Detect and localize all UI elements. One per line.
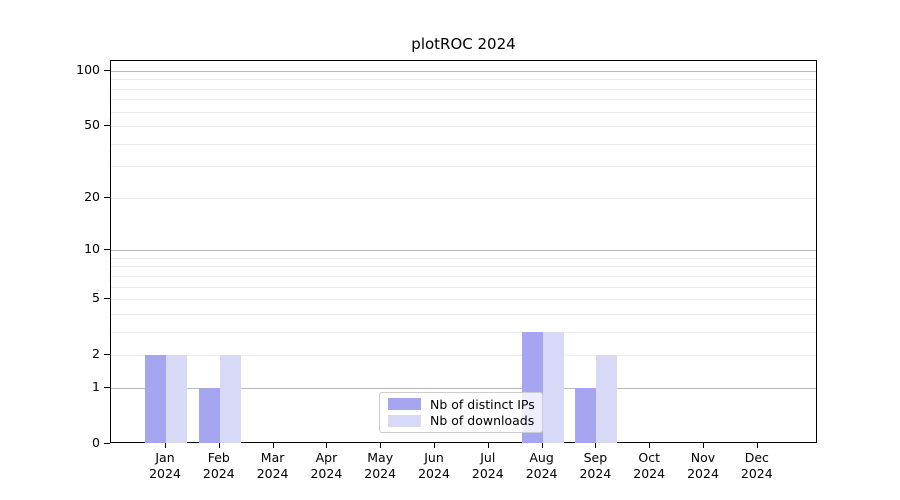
- legend-label-downloads: Nb of downloads: [430, 413, 535, 429]
- minor-gridline: [111, 88, 816, 90]
- x-tick: [487, 443, 489, 448]
- x-tick: [756, 443, 758, 448]
- x-tick-label: Dec 2024: [740, 450, 773, 481]
- x-tick: [218, 443, 220, 448]
- minor-gridline: [111, 355, 816, 357]
- x-tick: [703, 443, 704, 448]
- minor-gridline: [111, 257, 816, 259]
- y-tick: [104, 69, 110, 71]
- chart-title: plotROC 2024: [411, 35, 516, 53]
- minor-gridline: [111, 99, 816, 101]
- minor-gridline: [111, 313, 816, 315]
- major-gridline: [111, 70, 816, 72]
- legend-swatch-distinct-ips-icon: [388, 398, 421, 411]
- y-tick: [104, 196, 110, 198]
- y-tick-label: 5: [92, 290, 100, 306]
- bar-distinct-ips: [198, 387, 220, 443]
- legend-item-distinct-ips: Nb of distinct IPs: [388, 396, 535, 412]
- plot-area: [110, 60, 817, 443]
- y-tick: [104, 354, 110, 356]
- x-tick: [165, 443, 166, 448]
- y-tick: [104, 125, 110, 127]
- minor-gridline: [111, 126, 816, 128]
- y-tick-label: 20: [84, 188, 100, 204]
- x-tick-label: Aug 2024: [525, 450, 558, 481]
- y-tick-label: 50: [84, 117, 100, 133]
- y-tick-label: 0: [92, 435, 100, 450]
- legend: Nb of distinct IPs Nb of downloads: [379, 392, 543, 433]
- minor-gridline: [111, 299, 816, 301]
- x-tick-label: May 2024: [364, 450, 397, 481]
- x-tick-label: Oct 2024: [633, 450, 666, 481]
- minor-gridline: [111, 286, 816, 288]
- legend-item-downloads: Nb of downloads: [388, 413, 534, 428]
- y-tick-label: 2: [92, 346, 100, 362]
- x-tick: [380, 443, 382, 448]
- x-tick-label: Jun 2024: [418, 450, 450, 481]
- legend-swatch-downloads-icon: [388, 414, 421, 427]
- y-tick: [104, 249, 110, 251]
- y-tick-label: 10: [84, 241, 100, 257]
- y-tick: [104, 443, 110, 444]
- y-tick: [104, 298, 110, 300]
- major-gridline: [111, 250, 816, 252]
- x-tick-label: Jan 2024: [149, 450, 181, 481]
- x-tick: [434, 443, 435, 448]
- legend-label-distinct-ips: Nb of distinct IPs: [430, 396, 535, 412]
- minor-gridline: [111, 166, 816, 168]
- y-tick-label: 1: [92, 378, 100, 394]
- x-tick-label: Sep 2024: [579, 450, 612, 481]
- bar-downloads: [596, 355, 618, 443]
- bar-downloads: [166, 355, 187, 443]
- minor-gridline: [111, 275, 816, 277]
- x-tick: [272, 443, 274, 448]
- minor-gridline: [111, 79, 816, 81]
- x-tick-label: Nov 2024: [687, 450, 719, 481]
- bar-distinct-ips: [575, 387, 597, 443]
- x-tick: [649, 443, 651, 448]
- minor-gridline: [111, 331, 816, 333]
- y-tick-label: 100: [76, 61, 100, 77]
- x-tick-label: Jul 2024: [471, 450, 504, 481]
- minor-gridline: [111, 266, 816, 268]
- x-tick-label: Mar 2024: [256, 450, 289, 481]
- bar-downloads: [542, 331, 564, 443]
- minor-gridline: [111, 111, 816, 113]
- y-tick: [104, 386, 110, 388]
- bar-distinct-ips: [145, 355, 166, 443]
- bar-downloads: [219, 355, 241, 443]
- x-tick: [326, 443, 328, 448]
- x-tick: [541, 443, 543, 448]
- x-tick: [595, 443, 597, 448]
- x-tick-label: Apr 2024: [310, 450, 343, 481]
- minor-gridline: [111, 143, 816, 145]
- major-gridline: [111, 387, 816, 389]
- x-tick-label: Feb 2024: [202, 450, 235, 481]
- minor-gridline: [111, 197, 816, 199]
